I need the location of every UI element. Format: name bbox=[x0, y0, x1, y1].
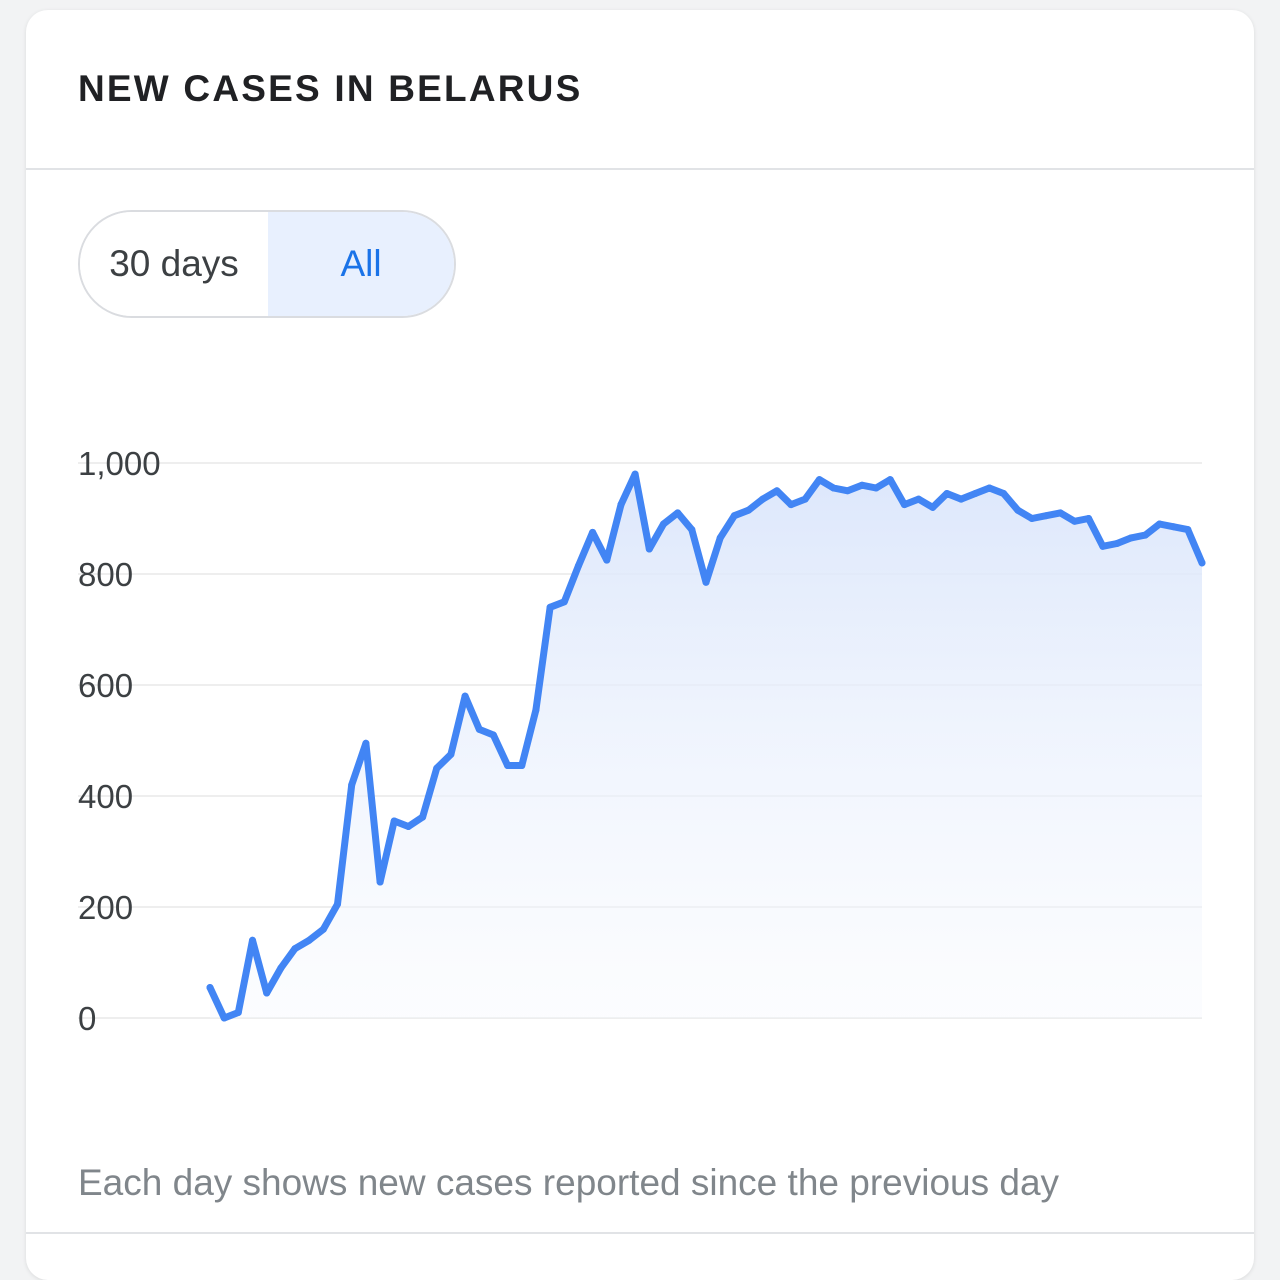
y-tick-label: 600 bbox=[78, 667, 133, 704]
data-point bbox=[518, 762, 526, 769]
data-point bbox=[872, 484, 880, 492]
data-point bbox=[1141, 531, 1149, 539]
card-header: NEW CASES IN BELARUS bbox=[26, 10, 1254, 170]
footer-divider bbox=[26, 1232, 1254, 1234]
data-point bbox=[575, 562, 582, 570]
data-point bbox=[1099, 542, 1107, 550]
data-point bbox=[688, 526, 696, 534]
data-point bbox=[461, 692, 469, 700]
data-point bbox=[1170, 523, 1178, 531]
data-point bbox=[263, 989, 271, 997]
range-option-all[interactable]: All bbox=[268, 212, 454, 316]
data-point bbox=[362, 739, 370, 747]
data-point bbox=[546, 603, 554, 611]
data-point bbox=[830, 484, 837, 492]
data-point bbox=[291, 945, 299, 953]
data-point bbox=[206, 984, 214, 991]
data-point bbox=[220, 1014, 228, 1022]
chart-card: NEW CASES IN BELARUS 30 days All 0 200 400… bbox=[26, 10, 1254, 1280]
data-point bbox=[319, 925, 327, 933]
data-point bbox=[1014, 506, 1022, 514]
data-point bbox=[489, 731, 497, 739]
cases-area-chart[interactable]: 0 200 400 600 800 1,000 bbox=[26, 10, 1254, 1140]
data-point bbox=[702, 578, 710, 586]
y-tick-label: 0 bbox=[78, 1000, 96, 1037]
data-point bbox=[886, 476, 894, 484]
data-point bbox=[603, 556, 611, 564]
data-point bbox=[773, 487, 781, 495]
data-point bbox=[1028, 515, 1036, 522]
data-point bbox=[1113, 540, 1121, 547]
data-point bbox=[1198, 559, 1206, 567]
y-tick-label: 400 bbox=[78, 778, 133, 815]
y-tick-label: 200 bbox=[78, 889, 133, 926]
data-point bbox=[730, 512, 738, 520]
data-point bbox=[504, 762, 512, 769]
data-point bbox=[971, 490, 979, 497]
data-point bbox=[348, 781, 356, 789]
area-fill bbox=[210, 474, 1202, 1019]
data-point bbox=[900, 501, 908, 509]
range-toggle: 30 days All bbox=[78, 210, 456, 318]
data-point bbox=[1184, 526, 1192, 534]
y-tick-label: 800 bbox=[78, 556, 133, 593]
data-point bbox=[759, 495, 767, 503]
data-point bbox=[404, 823, 412, 830]
data-point bbox=[1156, 520, 1163, 528]
data-point bbox=[1085, 515, 1093, 522]
data-point bbox=[844, 487, 852, 495]
data-point bbox=[1000, 490, 1008, 497]
data-point bbox=[985, 484, 993, 492]
data-point bbox=[929, 503, 937, 511]
data-point bbox=[787, 501, 795, 509]
data-point bbox=[419, 813, 427, 821]
data-point bbox=[674, 509, 682, 517]
data-point bbox=[560, 598, 568, 606]
data-points bbox=[206, 470, 1206, 1022]
data-point bbox=[815, 476, 823, 484]
data-point bbox=[801, 495, 809, 503]
data-point bbox=[433, 764, 441, 772]
data-point bbox=[475, 725, 483, 733]
data-point bbox=[390, 817, 398, 825]
data-point bbox=[645, 545, 653, 553]
data-point bbox=[376, 878, 384, 886]
data-point bbox=[334, 900, 341, 908]
data-point bbox=[277, 964, 285, 972]
data-point bbox=[915, 495, 923, 503]
data-point bbox=[305, 936, 313, 944]
data-point bbox=[1071, 517, 1078, 525]
data-point bbox=[532, 706, 540, 714]
data-point bbox=[943, 490, 951, 497]
data-point bbox=[745, 506, 752, 514]
data-point bbox=[1056, 509, 1064, 517]
chart-footnote: Each day shows new cases reported since … bbox=[78, 1162, 1060, 1203]
data-point bbox=[858, 481, 866, 489]
data-point bbox=[957, 495, 965, 503]
card-title: NEW CASES IN BELARUS bbox=[78, 68, 583, 109]
y-axis: 0 200 400 600 800 1,000 bbox=[78, 445, 161, 1037]
data-point bbox=[660, 520, 667, 528]
data-point bbox=[589, 528, 597, 536]
data-point bbox=[447, 750, 455, 758]
y-tick-label: 1,000 bbox=[78, 445, 161, 482]
data-point bbox=[1042, 512, 1050, 520]
data-point bbox=[617, 501, 625, 509]
data-point bbox=[249, 936, 256, 944]
data-point bbox=[716, 534, 724, 542]
data-point bbox=[234, 1009, 242, 1016]
data-point bbox=[1127, 534, 1135, 542]
data-point bbox=[631, 470, 639, 478]
range-option-30-days[interactable]: 30 days bbox=[80, 212, 268, 316]
